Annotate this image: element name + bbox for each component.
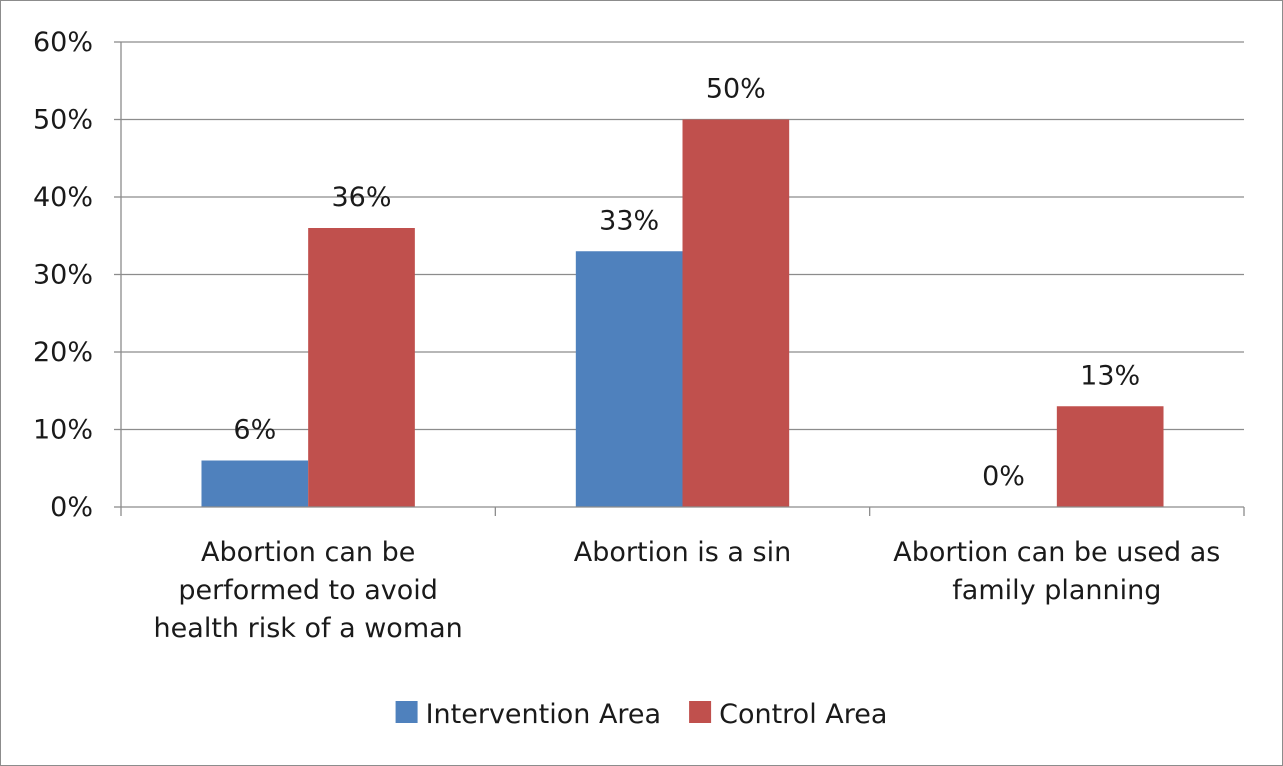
y-axis-ticks: 0% 10% 20% 30% 40% 50% 60% <box>33 27 121 523</box>
category-label-line: Abortion can be <box>201 537 415 568</box>
legend-swatch <box>689 701 712 723</box>
y-tick-label: 30% <box>33 260 93 291</box>
data-label: 13% <box>1080 360 1140 391</box>
bar <box>682 119 790 507</box>
data-label: 0% <box>982 461 1025 492</box>
y-tick-label: 10% <box>33 415 93 446</box>
bar <box>1056 406 1164 507</box>
bar <box>575 251 683 507</box>
y-tick-label: 0% <box>50 492 93 523</box>
category-label-line: Abortion can be used as <box>893 537 1220 568</box>
data-label: 6% <box>233 415 276 446</box>
y-tick-label: 20% <box>33 337 93 368</box>
y-tick-label: 50% <box>33 105 93 136</box>
bar <box>201 460 309 507</box>
category-label: Abortion can be used as family planning <box>893 537 1220 606</box>
bar <box>308 228 415 507</box>
legend: Intervention Area Control Area <box>395 699 887 730</box>
axes <box>120 42 1245 516</box>
category-labels: Abortion can be performed to avoid health … <box>154 537 1221 644</box>
data-label: 33% <box>599 205 659 236</box>
legend-swatch <box>395 701 418 723</box>
category-label-line: performed to avoid <box>178 575 438 606</box>
y-tick-label: 40% <box>33 182 93 213</box>
legend-label: Intervention Area <box>426 699 662 730</box>
data-labels: 6% 33% 0% 36% 50% 13% <box>233 74 1140 493</box>
category-label-line: Abortion is a sin <box>574 537 792 568</box>
category-label-line: family planning <box>952 575 1161 606</box>
category-label: Abortion can be performed to avoid health … <box>154 537 463 644</box>
bars <box>201 119 1164 507</box>
category-label-line: health risk of a woman <box>154 613 463 644</box>
category-label: Abortion is a sin <box>574 537 792 568</box>
y-tick-label: 60% <box>33 27 93 58</box>
data-label: 36% <box>332 182 392 213</box>
data-label: 50% <box>706 74 766 105</box>
legend-label: Control Area <box>719 699 887 730</box>
